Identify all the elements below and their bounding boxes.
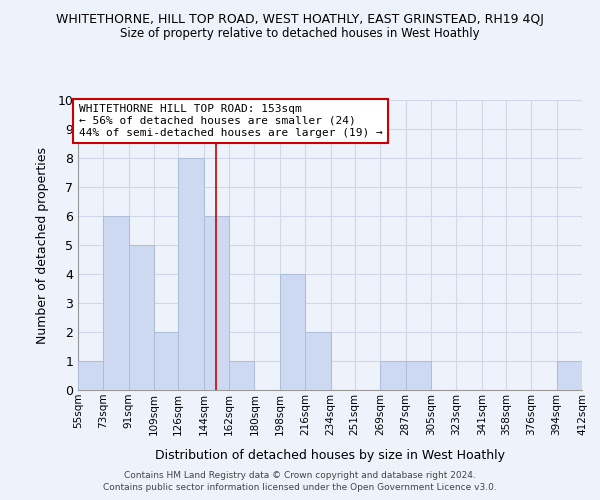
Text: WHITETHORNE HILL TOP ROAD: 153sqm
← 56% of detached houses are smaller (24)
44% : WHITETHORNE HILL TOP ROAD: 153sqm ← 56% … [79, 104, 382, 138]
Bar [229, 361, 254, 390]
Bar [78, 361, 103, 390]
Bar [103, 216, 129, 390]
Bar [406, 361, 431, 390]
Text: WHITETHORNE, HILL TOP ROAD, WEST HOATHLY, EAST GRINSTEAD, RH19 4QJ: WHITETHORNE, HILL TOP ROAD, WEST HOATHLY… [56, 12, 544, 26]
Bar [557, 361, 582, 390]
X-axis label: Distribution of detached houses by size in West Hoathly: Distribution of detached houses by size … [155, 449, 505, 462]
Bar [305, 332, 331, 390]
Bar [280, 274, 305, 390]
Bar [203, 216, 229, 390]
Text: Size of property relative to detached houses in West Hoathly: Size of property relative to detached ho… [120, 28, 480, 40]
Text: Contains HM Land Registry data © Crown copyright and database right 2024.
Contai: Contains HM Land Registry data © Crown c… [103, 471, 497, 492]
Bar [380, 361, 406, 390]
Bar [154, 332, 178, 390]
Bar [178, 158, 203, 390]
Y-axis label: Number of detached properties: Number of detached properties [36, 146, 49, 344]
Bar [129, 245, 154, 390]
